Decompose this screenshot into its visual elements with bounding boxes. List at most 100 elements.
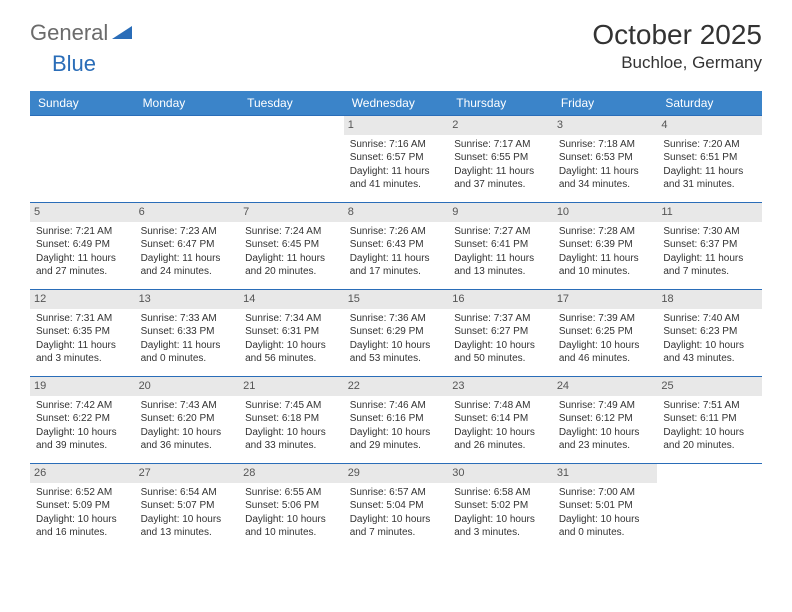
calendar-day-cell: 22Sunrise: 7:46 AMSunset: 6:16 PMDayligh… [344,376,449,463]
calendar-day-cell: 9Sunrise: 7:27 AMSunset: 6:41 PMDaylight… [448,202,553,289]
daylight-text: and 24 minutes. [141,265,234,279]
daylight-text: and 39 minutes. [36,439,129,453]
weekday-header: Tuesday [239,91,344,116]
sunrise-text: Sunrise: 7:00 AM [559,486,652,500]
day-number: 25 [657,377,762,396]
sunset-text: Sunset: 6:23 PM [663,325,756,339]
sunrise-text: Sunrise: 7:21 AM [36,225,129,239]
daylight-text: and 23 minutes. [559,439,652,453]
sunset-text: Sunset: 6:27 PM [454,325,547,339]
sunset-text: Sunset: 5:01 PM [559,499,652,513]
sunrise-text: Sunrise: 7:26 AM [350,225,443,239]
daylight-text: Daylight: 10 hours [454,426,547,440]
calendar-day-cell: 10Sunrise: 7:28 AMSunset: 6:39 PMDayligh… [553,202,658,289]
sunrise-text: Sunrise: 7:23 AM [141,225,234,239]
logo-triangle-icon [112,23,132,44]
sunrise-text: Sunrise: 6:57 AM [350,486,443,500]
day-number: 10 [553,203,658,222]
day-number: 12 [30,290,135,309]
calendar-day-cell: 28Sunrise: 6:55 AMSunset: 5:06 PMDayligh… [239,463,344,550]
sunset-text: Sunset: 5:09 PM [36,499,129,513]
sunrise-text: Sunrise: 7:28 AM [559,225,652,239]
calendar-day-cell: 5Sunrise: 7:21 AMSunset: 6:49 PMDaylight… [30,202,135,289]
calendar-day-cell: 17Sunrise: 7:39 AMSunset: 6:25 PMDayligh… [553,289,658,376]
sunset-text: Sunset: 6:45 PM [245,238,338,252]
sunrise-text: Sunrise: 7:46 AM [350,399,443,413]
daylight-text: Daylight: 11 hours [245,252,338,266]
sunrise-text: Sunrise: 7:42 AM [36,399,129,413]
weekday-header: Monday [135,91,240,116]
calendar-day-cell: 31Sunrise: 7:00 AMSunset: 5:01 PMDayligh… [553,463,658,550]
daylight-text: Daylight: 11 hours [36,252,129,266]
day-number: 21 [239,377,344,396]
sunset-text: Sunset: 6:43 PM [350,238,443,252]
calendar-week-row: 12Sunrise: 7:31 AMSunset: 6:35 PMDayligh… [30,289,762,376]
daylight-text: Daylight: 11 hours [141,339,234,353]
sunset-text: Sunset: 6:22 PM [36,412,129,426]
weekday-header: Friday [553,91,658,116]
day-number: 11 [657,203,762,222]
calendar-day-cell: 27Sunrise: 6:54 AMSunset: 5:07 PMDayligh… [135,463,240,550]
daylight-text: and 0 minutes. [141,352,234,366]
sunrise-text: Sunrise: 6:58 AM [454,486,547,500]
calendar-day-cell [239,115,344,202]
calendar-day-cell [30,115,135,202]
calendar-day-cell: 23Sunrise: 7:48 AMSunset: 6:14 PMDayligh… [448,376,553,463]
sunset-text: Sunset: 6:47 PM [141,238,234,252]
day-number: 1 [344,116,449,135]
daylight-text: and 33 minutes. [245,439,338,453]
daylight-text: Daylight: 10 hours [350,426,443,440]
sunset-text: Sunset: 6:39 PM [559,238,652,252]
daylight-text: Daylight: 10 hours [663,339,756,353]
daylight-text: Daylight: 11 hours [663,252,756,266]
sunrise-text: Sunrise: 7:49 AM [559,399,652,413]
calendar-day-cell: 16Sunrise: 7:37 AMSunset: 6:27 PMDayligh… [448,289,553,376]
calendar-table: Sunday Monday Tuesday Wednesday Thursday… [30,91,762,550]
sunrise-text: Sunrise: 7:16 AM [350,138,443,152]
daylight-text: and 29 minutes. [350,439,443,453]
calendar-day-cell: 24Sunrise: 7:49 AMSunset: 6:12 PMDayligh… [553,376,658,463]
daylight-text: and 20 minutes. [663,439,756,453]
calendar-day-cell: 4Sunrise: 7:20 AMSunset: 6:51 PMDaylight… [657,115,762,202]
sunset-text: Sunset: 6:18 PM [245,412,338,426]
daylight-text: and 13 minutes. [141,526,234,540]
calendar-day-cell: 12Sunrise: 7:31 AMSunset: 6:35 PMDayligh… [30,289,135,376]
sunset-text: Sunset: 6:14 PM [454,412,547,426]
daylight-text: Daylight: 10 hours [245,426,338,440]
calendar-day-cell: 2Sunrise: 7:17 AMSunset: 6:55 PMDaylight… [448,115,553,202]
day-number: 20 [135,377,240,396]
daylight-text: Daylight: 11 hours [454,252,547,266]
sunset-text: Sunset: 6:12 PM [559,412,652,426]
sunrise-text: Sunrise: 7:33 AM [141,312,234,326]
daylight-text: and 53 minutes. [350,352,443,366]
weekday-header-row: Sunday Monday Tuesday Wednesday Thursday… [30,91,762,116]
daylight-text: Daylight: 10 hours [245,513,338,527]
daylight-text: and 46 minutes. [559,352,652,366]
day-number: 30 [448,464,553,483]
day-number: 13 [135,290,240,309]
calendar-week-row: 26Sunrise: 6:52 AMSunset: 5:09 PMDayligh… [30,463,762,550]
daylight-text: Daylight: 10 hours [141,426,234,440]
calendar-day-cell [657,463,762,550]
logo-text-blue: Blue [52,51,96,76]
sunrise-text: Sunrise: 6:54 AM [141,486,234,500]
sunrise-text: Sunrise: 7:48 AM [454,399,547,413]
sunset-text: Sunset: 6:51 PM [663,151,756,165]
daylight-text: Daylight: 10 hours [663,426,756,440]
title-block: October 2025 Buchloe, Germany [592,20,762,73]
daylight-text: and 7 minutes. [350,526,443,540]
sunset-text: Sunset: 5:07 PM [141,499,234,513]
calendar-day-cell: 14Sunrise: 7:34 AMSunset: 6:31 PMDayligh… [239,289,344,376]
day-number: 8 [344,203,449,222]
calendar-week-row: 19Sunrise: 7:42 AMSunset: 6:22 PMDayligh… [30,376,762,463]
daylight-text: and 34 minutes. [559,178,652,192]
calendar-day-cell: 20Sunrise: 7:43 AMSunset: 6:20 PMDayligh… [135,376,240,463]
daylight-text: and 3 minutes. [36,352,129,366]
sunset-text: Sunset: 5:06 PM [245,499,338,513]
sunrise-text: Sunrise: 7:31 AM [36,312,129,326]
weekday-header: Saturday [657,91,762,116]
sunset-text: Sunset: 5:02 PM [454,499,547,513]
daylight-text: Daylight: 10 hours [559,426,652,440]
day-number: 18 [657,290,762,309]
daylight-text: Daylight: 11 hours [141,252,234,266]
